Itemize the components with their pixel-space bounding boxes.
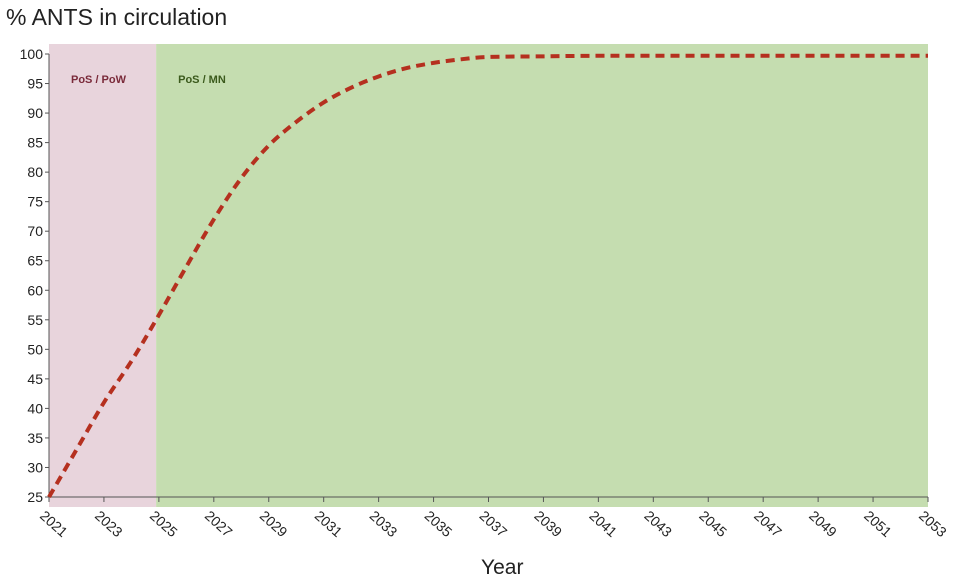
y-tick-label: 35: [27, 430, 43, 446]
x-tick-label: 2023: [92, 507, 126, 540]
y-tick-label: 50: [27, 341, 43, 357]
x-tick-label: 2045: [696, 507, 730, 540]
x-tick-label: 2043: [641, 507, 675, 540]
y-tick-label: 95: [27, 76, 43, 92]
x-tick-label: 2053: [916, 507, 950, 540]
y-tick-label: 90: [27, 105, 43, 121]
x-tick-label: 2041: [586, 507, 620, 540]
y-tick-label: 85: [27, 135, 43, 151]
y-tick-label: 60: [27, 282, 43, 298]
x-tick-label: 2037: [476, 507, 510, 540]
series-line-1: [47, 53, 928, 499]
y-tick-label: 80: [27, 164, 43, 180]
x-tick-label: 2039: [531, 507, 565, 540]
y-tick-label: 75: [27, 194, 43, 210]
region-band-1: [49, 44, 157, 507]
y-tick-label: 70: [27, 223, 43, 239]
y-tick-label: 25: [27, 489, 43, 505]
x-tick-label: 2031: [312, 507, 346, 540]
y-tick-label: 65: [27, 253, 43, 269]
y-tick-label: 45: [27, 371, 43, 387]
region-label-2: PoS / MN: [178, 74, 226, 86]
x-tick-label: 2033: [367, 507, 401, 540]
x-tick-label: 2029: [257, 507, 291, 540]
region-band-2: [156, 44, 929, 507]
x-tick-label: 2027: [202, 507, 236, 540]
region-label-1: PoS / PoW: [71, 74, 127, 86]
y-tick-label: 40: [27, 400, 43, 416]
y-tick-label: 30: [27, 459, 43, 475]
x-tick-label: 2051: [861, 507, 895, 540]
x-tick-label: 2035: [422, 507, 456, 540]
x-tick-label: 2049: [806, 507, 840, 540]
y-tick-label: 100: [20, 46, 44, 62]
x-tick-label: 2025: [147, 507, 181, 540]
x-tick-label: 2021: [37, 507, 71, 540]
x-tick-label: 2047: [751, 507, 785, 540]
x-axis-label: Year: [481, 556, 524, 579]
y-tick-label: 55: [27, 312, 43, 328]
chart-title: % ANTS in circulation: [6, 4, 228, 30]
